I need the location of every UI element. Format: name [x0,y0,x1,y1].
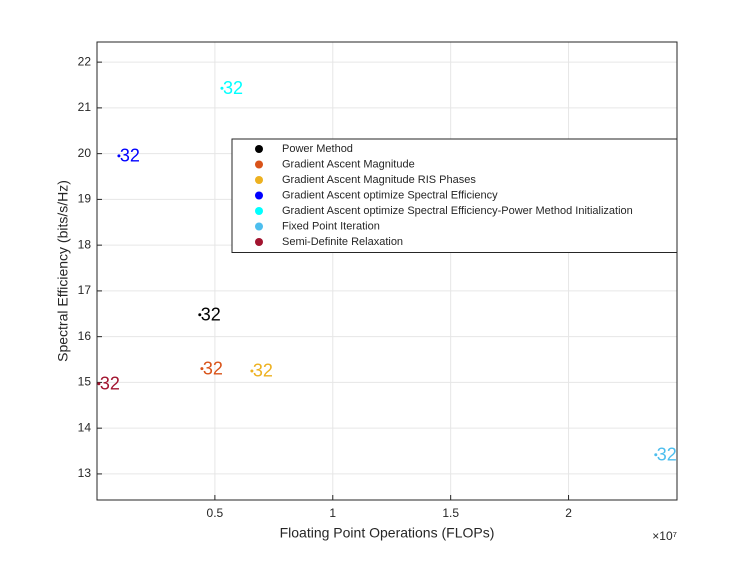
legend-label: Fixed Point Iteration [282,220,380,232]
legend-marker [255,207,263,215]
legend-marker [255,160,263,169]
point-label: 32 [100,374,120,394]
y-tick-label: 22 [78,54,92,68]
point-label: 32 [223,78,243,98]
legend-marker [255,145,263,153]
y-tick-label: 18 [78,237,92,251]
point-label: 32 [253,361,273,381]
y-tick-label: 13 [78,466,92,480]
legend-label: Power Method [282,143,353,155]
legend-box [231,138,678,253]
point [198,313,202,317]
y-tick-label: 14 [78,420,92,434]
y-tick-label: 19 [78,192,92,206]
y-tick-label: 15 [78,375,92,389]
legend-marker [255,238,263,246]
x-tick-label: 1 [329,506,336,520]
x-axis-label: Floating Point Operations (FLOPs) [280,525,495,541]
y-tick-label: 17 [78,283,92,297]
point-label: 32 [201,304,221,324]
x-exponent-label: ×10⁷ [652,529,677,543]
point [220,86,224,90]
y-axis-label: Spectral Efficiency (bits/s/Hz) [55,180,71,362]
legend-label: Semi-Definite Relaxation [282,236,403,248]
point-label: 32 [120,146,140,166]
point [250,369,254,373]
legend-label: Gradient Ascent Magnitude [282,158,415,170]
legend-marker [255,176,263,184]
y-tick-label: 20 [78,146,92,160]
legend-label: Gradient Ascent optimize Spectral Effici… [282,189,498,201]
point [117,154,121,158]
x-tick-label: 0.5 [207,506,224,520]
legend-label: Gradient Ascent optimize Spectral Effici… [282,205,633,217]
point [97,382,101,386]
y-tick-label: 21 [78,100,92,114]
legend-label: Gradient Ascent Magnitude RIS Phases [282,174,476,186]
point-label: 32 [657,444,677,464]
point-label: 32 [203,358,223,378]
point [654,453,658,457]
x-tick-label: 1.5 [442,506,459,520]
plot-frame [96,41,678,501]
point [200,367,204,371]
x-tick-label: 2 [565,506,572,520]
legend-marker [255,222,263,231]
y-tick-label: 16 [78,329,92,343]
legend-marker [255,191,263,200]
